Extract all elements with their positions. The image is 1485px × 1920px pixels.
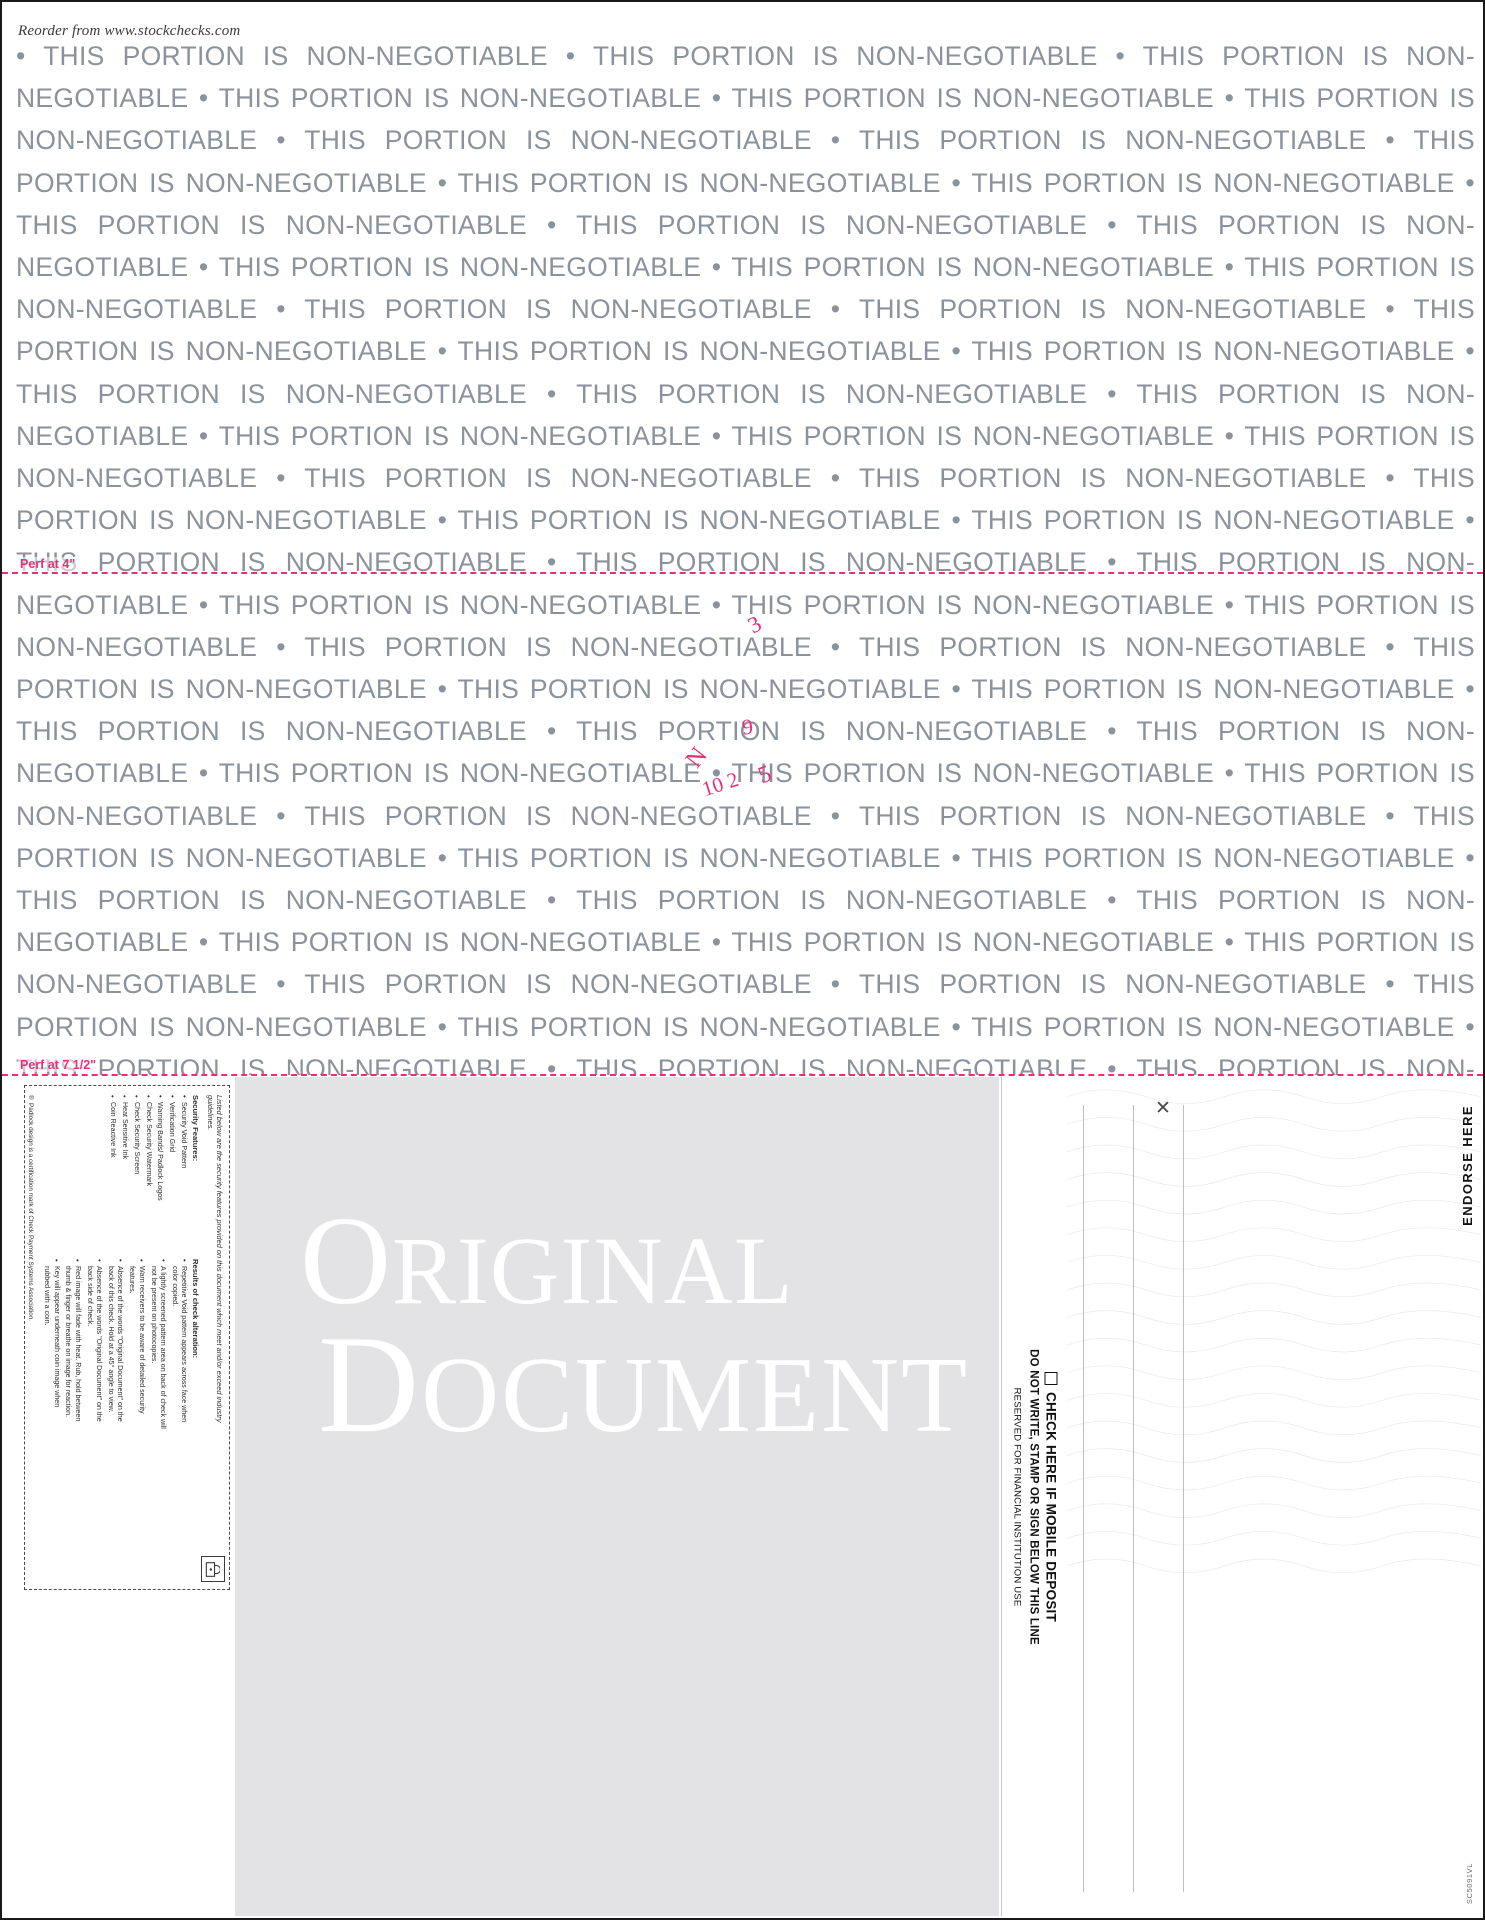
endorse-here-panel: ✕ ENDORSE HERE SC5091VL (1067, 1077, 1481, 1916)
security-features-title: Security Features: (191, 1095, 201, 1162)
mobile-deposit-checkbox[interactable] (1044, 1371, 1058, 1385)
security-list-item: Key will appear underneath coin image wh… (42, 1259, 60, 1431)
mobile-deposit-panel: CHECK HERE IF MOBILE DEPOSIT DO NOT WRIT… (1001, 1077, 1069, 1916)
security-list-item: Check Security Watermark (143, 1095, 153, 1245)
security-list-item: Warning Bands/ Padlock Logos (155, 1095, 164, 1245)
security-list-item: Verification Grid (167, 1095, 176, 1245)
check-back-band: ORIGINAL DOCUMENT ORIGINAL DOCUMENT ORIG… (4, 1077, 1481, 1916)
perforation-line-1 (2, 572, 1483, 574)
reserved-notice: RESERVED FOR FINANCIAL INSTITUTION USE (1011, 1387, 1023, 1606)
alteration-results-title: Results of check alteration: (191, 1259, 201, 1359)
mobile-deposit-checkbox-row[interactable]: CHECK HERE IF MOBILE DEPOSIT (1044, 1262, 1059, 1732)
endorsement-x-mark: ✕ (1155, 1098, 1171, 1119)
security-list-item: Coin Reactive Ink (107, 1095, 117, 1245)
do-not-write-notice: DO NOT WRITE, STAMP OR SIGN BELOW THIS L… (1027, 1348, 1040, 1645)
security-list-item: Absence of the words "Original Document"… (84, 1259, 103, 1431)
security-list-item: A lightly screened pattern area on back … (148, 1259, 167, 1431)
endorsement-rule-3 (1183, 1105, 1184, 1892)
security-list-item: Repetitive Void pattern appears across f… (170, 1259, 188, 1431)
security-list-item: Warn receivers to be aware of detailed s… (127, 1259, 145, 1431)
security-panel-headline: Listed below are the security features p… (205, 1095, 224, 1423)
mobile-deposit-label: CHECK HERE IF MOBILE DEPOSIT (1043, 1391, 1059, 1622)
alteration-results-column: Results of check alteration: Repetitive … (39, 1259, 200, 1431)
padlock-icon (201, 1556, 225, 1582)
wavy-security-pattern (1067, 1089, 1481, 1574)
perforation-label-1: Perf at 4" (18, 557, 78, 571)
form-code: SC5091VL (1465, 1862, 1474, 1904)
reorder-note: Reorder from www.stockchecks.com (18, 23, 241, 39)
security-features-column: Security Features: Security Void Pattern… (39, 1095, 201, 1245)
perforation-label-2: Perf at 7 1/2" (18, 1058, 99, 1072)
security-list-item: Security Void Pattern (179, 1095, 188, 1245)
padlock-footnote: Padlock design is a certification mark o… (26, 1095, 34, 1603)
security-list-item: Absence of the words "Original Document"… (106, 1259, 124, 1431)
endorse-here-label: ENDORSE HERE (1460, 1105, 1475, 1226)
perforation-line-2 (2, 1074, 1483, 1076)
non-negotiable-text: • THIS PORTION IS NON-NEGOTIABLE • THIS … (16, 41, 1475, 1075)
check-security-screen (235, 1077, 999, 1916)
security-list-item: Check Security Screen (131, 1095, 141, 1245)
alteration-results-list: Repetitive Void pattern appears across f… (42, 1259, 188, 1431)
security-list-item: Heat Sensitive Ink (119, 1095, 129, 1245)
security-features-panel: Listed below are the security features p… (24, 1085, 230, 1590)
endorsement-rule-2 (1133, 1105, 1134, 1892)
endorsement-rule-1 (1083, 1105, 1084, 1892)
non-negotiable-background: • THIS PORTION IS NON-NEGOTIABLE • THIS … (2, 35, 1483, 1075)
security-features-list: Security Void PatternVerification GridWa… (107, 1095, 189, 1245)
security-list-item: Red image will fade with heat. Rub, hold… (63, 1259, 81, 1431)
